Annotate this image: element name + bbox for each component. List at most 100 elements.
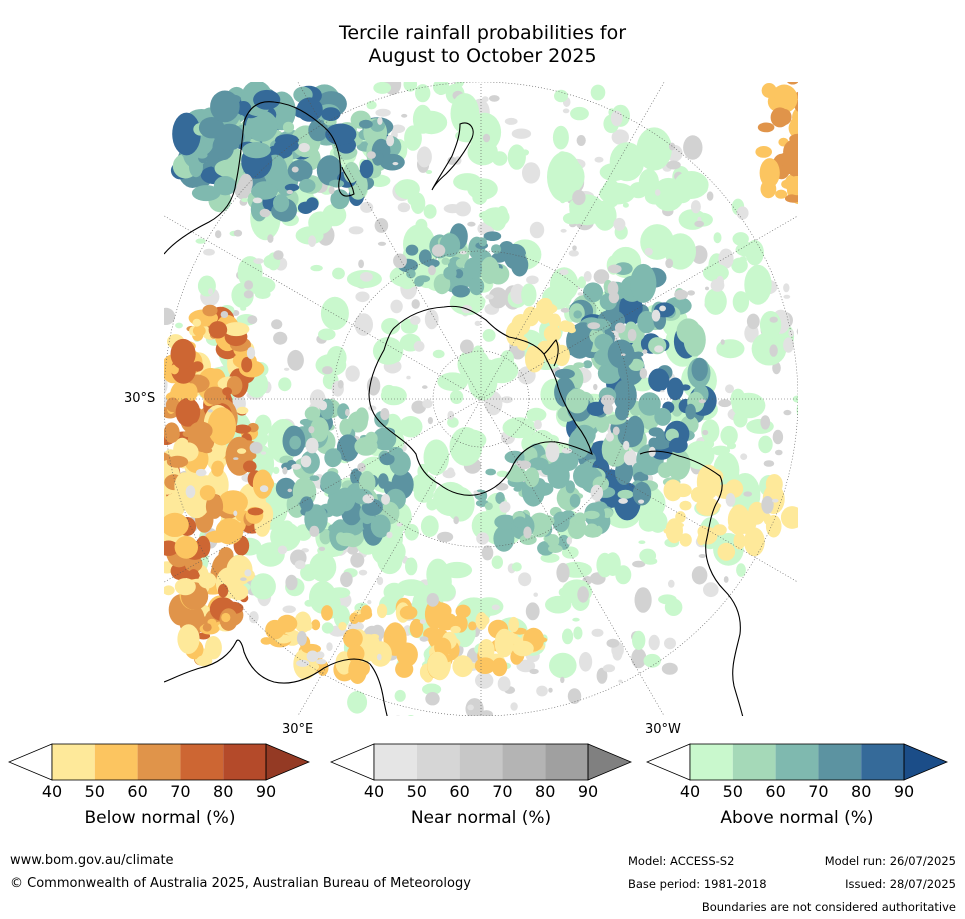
field-patch <box>354 313 373 336</box>
field-patch <box>783 409 792 416</box>
field-patch <box>597 362 622 384</box>
field-patch <box>272 466 280 474</box>
field-patch <box>376 576 384 586</box>
field-patch <box>585 523 598 532</box>
field-patch <box>291 166 299 173</box>
field-patch <box>208 288 213 295</box>
field-patch <box>175 397 201 427</box>
field-patch <box>273 331 288 345</box>
field-patch <box>613 217 626 231</box>
field-patch <box>522 306 540 327</box>
field-patch <box>621 353 626 357</box>
colorbar-tick-label: 40 <box>41 782 63 801</box>
colorbar-tick-label: 90 <box>255 782 277 801</box>
colorbar-tick-label: 80 <box>213 782 234 801</box>
field-patch <box>359 159 374 179</box>
field-patch <box>424 259 440 268</box>
field-patch <box>215 230 222 239</box>
field-patch <box>252 197 263 204</box>
field-patch <box>347 691 368 714</box>
probability-map <box>164 82 798 716</box>
field-patch <box>540 553 560 563</box>
field-patch <box>706 191 714 201</box>
field-patch <box>274 138 299 153</box>
field-patch <box>306 197 319 211</box>
field-patch <box>406 269 416 279</box>
field-patch <box>447 156 457 165</box>
field-patch <box>442 469 456 479</box>
field-patch <box>476 614 490 626</box>
field-patch <box>360 272 373 282</box>
footer-website: www.bom.gov.au/climate <box>10 853 174 868</box>
field-patch <box>465 698 484 716</box>
field-patch <box>516 336 529 351</box>
colorbar-extend-high <box>587 743 633 781</box>
field-patch <box>252 469 273 499</box>
field-patch <box>560 676 565 684</box>
field-patch <box>744 264 772 305</box>
field-patch <box>311 619 321 631</box>
field-patch <box>432 349 445 359</box>
field-patch <box>469 277 485 296</box>
field-patch <box>211 460 224 477</box>
field-patch <box>594 333 613 351</box>
field-patch <box>560 228 567 233</box>
colorbar-segment <box>545 744 588 780</box>
field-patch <box>528 170 538 178</box>
field-patch <box>343 161 360 183</box>
field-patch <box>454 269 464 279</box>
field-patch <box>386 531 393 539</box>
colorbar-tick-label: 50 <box>84 782 105 801</box>
field-patch <box>665 258 674 269</box>
field-patch <box>310 264 323 272</box>
field-patch <box>478 237 487 247</box>
field-patch <box>287 159 313 182</box>
field-patch <box>328 186 335 195</box>
field-patch <box>215 518 244 545</box>
field-patch <box>327 492 347 517</box>
field-patch <box>734 512 757 534</box>
colorbar-tick-label: 70 <box>808 782 829 801</box>
field-patch <box>164 422 180 443</box>
field-patch <box>365 431 378 446</box>
field-patch <box>648 446 656 457</box>
field-patch <box>569 493 581 508</box>
field-patch <box>699 498 710 512</box>
field-patch <box>674 289 688 300</box>
field-patch <box>202 623 212 632</box>
footer-model-run: Model run: 26/07/2025 <box>824 854 956 868</box>
field-patch <box>472 190 488 205</box>
field-patch <box>572 245 577 251</box>
colorbar-below-normal: 40 50 60 70 80 90 <box>7 742 311 801</box>
field-patch <box>617 489 634 499</box>
field-patch <box>207 407 236 446</box>
field-patch <box>177 624 200 654</box>
field-patch <box>777 109 792 125</box>
field-patch <box>358 259 364 269</box>
field-patch <box>643 653 661 668</box>
field-patch <box>449 390 464 404</box>
field-patch <box>501 396 513 404</box>
field-patch <box>595 414 610 433</box>
map-title-line2: August to October 2025 <box>368 45 597 67</box>
field-patch <box>525 602 540 621</box>
field-patch <box>271 319 283 330</box>
field-patch <box>427 417 433 425</box>
field-patch <box>694 220 705 228</box>
field-patch <box>191 185 221 202</box>
field-patch <box>246 276 276 295</box>
field-patch <box>350 552 365 568</box>
field-patch <box>441 257 450 265</box>
field-patch <box>423 439 450 476</box>
field-patch <box>233 229 243 237</box>
field-patch <box>528 457 549 471</box>
field-patch <box>720 425 738 446</box>
field-patch <box>600 394 615 406</box>
field-patch <box>359 119 373 129</box>
field-patch <box>660 390 665 393</box>
field-patch <box>765 514 782 538</box>
field-patch <box>336 434 359 462</box>
field-patch <box>491 555 503 569</box>
field-patch <box>277 545 288 555</box>
graticule <box>164 82 798 716</box>
